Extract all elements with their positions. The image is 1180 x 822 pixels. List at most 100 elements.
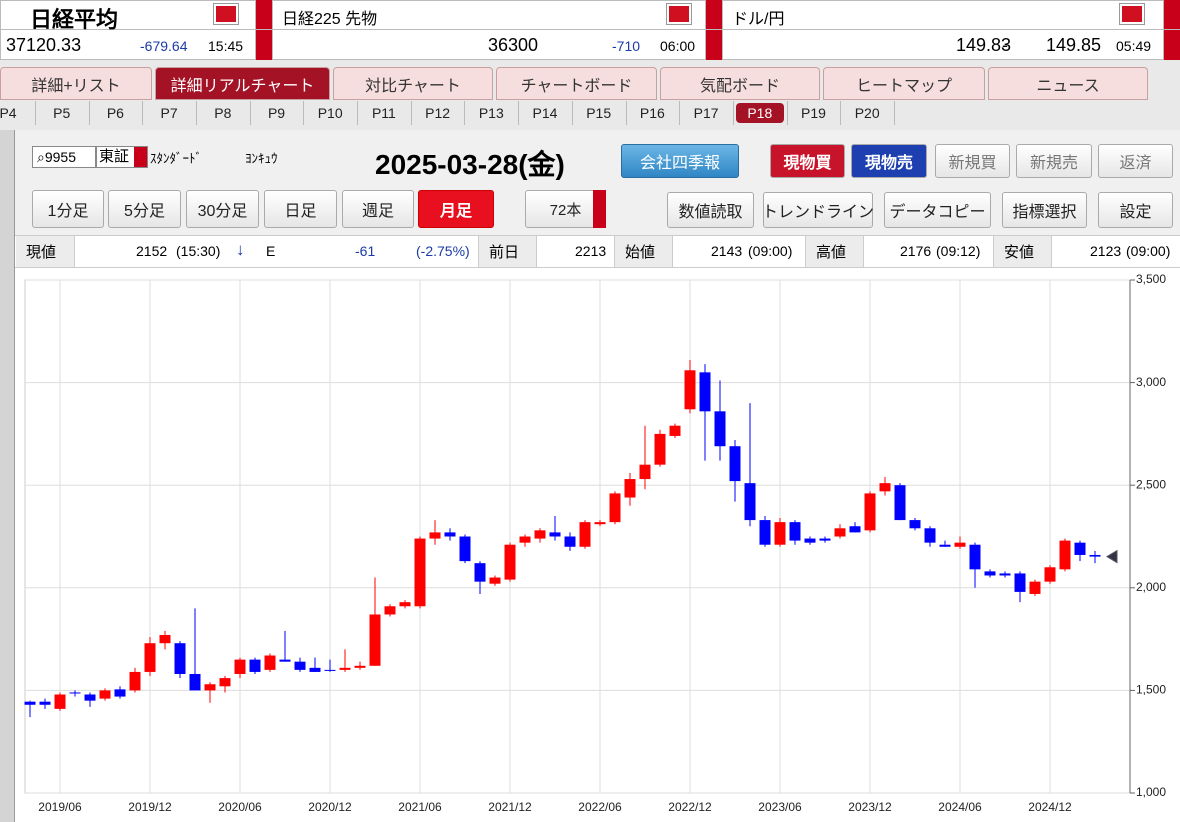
tool-button[interactable]: データコピー [884, 192, 991, 228]
page-tab[interactable]: P8 [214, 105, 232, 121]
action-button[interactable]: 新規売 [1016, 144, 1092, 178]
tab[interactable]: ヒートマップ [823, 67, 985, 100]
x-tick-label: 2019/06 [38, 800, 82, 814]
quote-prev: 2213 [575, 243, 607, 259]
chart-icon[interactable] [1119, 3, 1145, 25]
candle-body [1074, 542, 1086, 555]
candle-body [894, 485, 906, 521]
count: 72本 [549, 201, 582, 219]
dropdown[interactable] [706, 0, 722, 60]
page-tab[interactable]: P9 [267, 105, 286, 121]
candle-body [189, 673, 201, 691]
dropdown[interactable] [134, 147, 147, 167]
page-tab[interactable]: P13 [478, 105, 504, 121]
candle-body [489, 577, 501, 584]
x-tick-label: 2022/12 [668, 800, 712, 814]
dropdown[interactable] [593, 190, 606, 228]
quote-arrow: ↓ [236, 240, 245, 259]
page-tab[interactable]: P10 [317, 105, 343, 121]
page-tab[interactable]: P20 [854, 105, 880, 121]
tool-button[interactable]: 数値読取 [667, 192, 754, 228]
page-tab[interactable]: P15 [586, 105, 612, 121]
page-sep [34, 101, 36, 125]
candle-body [159, 634, 171, 644]
candle-body [534, 530, 546, 539]
date: 2025-03-28(金) [375, 149, 565, 180]
tool-button[interactable]: 設定 [1098, 192, 1173, 228]
page-tab[interactable]: P18 [735, 103, 784, 123]
page-sep [679, 101, 681, 125]
candle-body [684, 370, 696, 410]
candle-body [564, 536, 576, 547]
chart-icon[interactable] [213, 3, 239, 25]
page-tab[interactable]: P6 [106, 105, 124, 121]
ticker-bid: 149.83 [956, 35, 1012, 55]
period-button[interactable]: 日足 [264, 190, 337, 228]
page-tab[interactable]: P17 [693, 105, 719, 121]
page-tab[interactable]: P14 [532, 105, 558, 121]
page-tab[interactable]: P5 [53, 105, 71, 121]
tab[interactable]: 詳細+リスト [0, 67, 152, 100]
tab[interactable]: チャートボード [496, 67, 657, 100]
action-button[interactable]: 現物売 [851, 144, 927, 178]
ticker-time: 05:49 [1116, 38, 1152, 54]
action-button[interactable]: 会社四季報 [621, 144, 739, 178]
quote-label: 安値 [993, 236, 1052, 267]
tool-button[interactable]: トレンドライン [762, 192, 874, 228]
dropdown[interactable] [256, 0, 272, 60]
action-button[interactable]: 新規買 [935, 144, 1010, 178]
candle-body [99, 690, 111, 699]
candle-body [1089, 554, 1101, 557]
page-sep [786, 101, 788, 125]
candle-body [69, 692, 81, 694]
candle-body [879, 483, 891, 492]
ticker-panel [722, 0, 1164, 60]
page-tab[interactable]: P16 [639, 105, 665, 121]
page-tab[interactable]: P11 [371, 105, 396, 121]
tab[interactable]: 気配ボード [660, 67, 820, 100]
candle-body [264, 655, 276, 670]
candle-body [699, 372, 711, 412]
action-button[interactable]: 現物買 [770, 144, 845, 178]
period-button[interactable]: 30分足 [186, 190, 259, 228]
chart-icon[interactable] [666, 3, 692, 25]
candle-body [594, 522, 606, 525]
candle-body [969, 544, 981, 570]
ticker-change: -710 [612, 38, 641, 54]
quote-label: 現値 [16, 236, 75, 267]
tool-button[interactable]: 指標選択 [1002, 192, 1087, 228]
search-code: 9955 [44, 149, 76, 165]
action-button[interactable]: 返済 [1098, 144, 1173, 178]
period-button[interactable]: 1分足 [32, 190, 104, 228]
candle-body [24, 701, 36, 705]
ticker-name: ドル/円 [732, 11, 785, 28]
period-button[interactable]: 5分足 [108, 190, 181, 228]
candle-body [459, 536, 471, 562]
page-tab[interactable]: P19 [801, 105, 826, 121]
candle-body [819, 538, 831, 541]
period-button[interactable]: 週足 [342, 190, 414, 228]
candle-body [789, 522, 801, 541]
candle-body [759, 520, 771, 545]
dropdown[interactable] [1164, 0, 1180, 60]
ticker-time: 06:00 [660, 38, 696, 54]
x-tick-label: 2023/06 [758, 800, 802, 814]
candle-body [204, 684, 216, 691]
page-tab[interactable]: P12 [425, 105, 451, 121]
ticker-sep: - [1002, 35, 1008, 55]
tab[interactable]: 詳細リアルチャート [155, 67, 330, 100]
candle-body [339, 667, 351, 670]
page-sep [410, 101, 412, 125]
search-box[interactable]: ⌕9955 [32, 146, 96, 168]
tab[interactable]: 対比チャート [333, 67, 493, 100]
candle-body [804, 538, 816, 543]
candle-body [84, 694, 96, 701]
quote-high: 2176 [900, 243, 932, 259]
candle-body [864, 493, 876, 531]
tab[interactable]: ニュース [988, 67, 1148, 100]
page-tab[interactable]: P4 [0, 105, 17, 121]
period-button[interactable]: 月足 [418, 190, 494, 228]
page-tab[interactable]: P7 [160, 105, 178, 121]
quote-time: (15:30) [176, 243, 221, 259]
